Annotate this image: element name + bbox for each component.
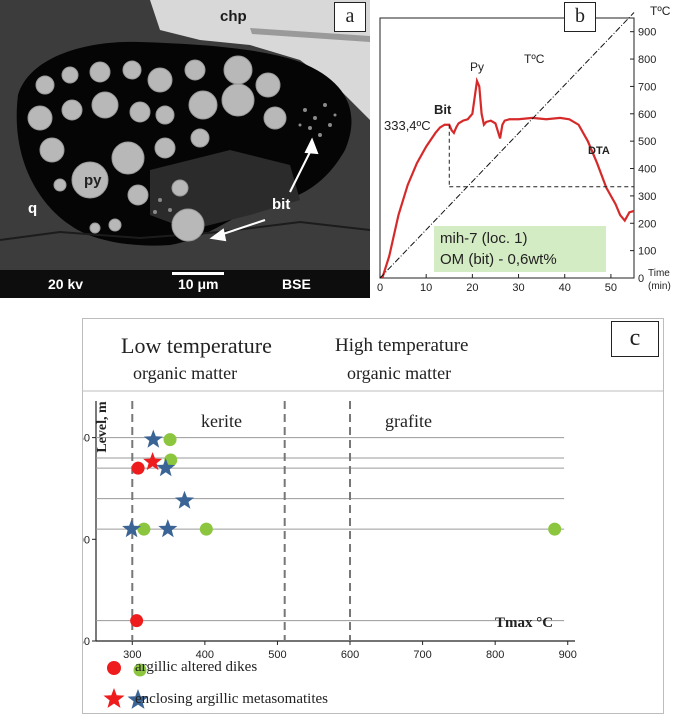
label-bit: bit (272, 196, 291, 213)
legend-metasomatites-text: enclosing argillic metasomatites (135, 691, 329, 707)
label-py-peak: Py (470, 60, 485, 74)
dta-y-tick-label: 0 (638, 273, 644, 285)
label-dta: DTA (588, 145, 610, 157)
dta-y-tick-label: 600 (638, 109, 656, 121)
x-axis-label: Tmax °C (495, 615, 554, 631)
dta-x-tick-label: 0 (377, 282, 383, 294)
label-temperature-value: 333,4ºC (384, 118, 431, 133)
data-point-star (175, 490, 195, 509)
data-point-circle (163, 433, 177, 447)
scale-bar: 20 kv 10 μm BSE (0, 270, 370, 298)
dta-y-tick-label: 100 (638, 246, 656, 258)
dta-curve (381, 76, 635, 279)
legend-red-circle (107, 661, 121, 675)
scale-voltage: 20 kv (48, 276, 84, 292)
dta-y-tick-label: 700 (638, 81, 656, 93)
dta-sample-id: mih-7 (loc. 1) (440, 230, 528, 247)
data-point-circle (548, 522, 562, 536)
dta-sample-box: mih-7 (loc. 1) OM (bit) - 0,6wt% (434, 226, 606, 272)
y-axis-label: Level, m (95, 401, 110, 453)
micrograph-image (0, 0, 370, 298)
data-point-circle (137, 522, 151, 536)
data-point-circle (199, 522, 213, 536)
data-point-star (143, 452, 163, 471)
panel-letter-a: a (334, 2, 366, 32)
data-point-star (158, 519, 178, 538)
x-tick-label: 500 (268, 649, 286, 661)
y-tick-label: 200 (83, 534, 90, 546)
dta-x-tick-label: 50 (605, 282, 617, 294)
dta-x-tick-label: 20 (466, 282, 478, 294)
region-kerite: kerite (201, 411, 242, 431)
dta-x-unit: Time (648, 268, 670, 279)
scale-line (172, 272, 224, 275)
header-low-line1: Low temperature (121, 333, 272, 358)
label-bit-peak: Bit (434, 102, 452, 117)
dta-x-unit-min: (min) (648, 281, 671, 292)
x-tick-label: 900 (559, 649, 577, 661)
header-low-line2: organic matter (133, 363, 238, 383)
panel-a-micrograph: chp py q bit 20 kv 10 μm BSE a (0, 0, 370, 298)
legend-blue-star (127, 689, 149, 709)
panel-b-dta: 0 10 20 30 40 50 0 100 200 300 400 500 600 700 800 900 … (372, 0, 679, 298)
data-point-star (122, 519, 142, 538)
dta-frame (379, 17, 635, 279)
x-tick-label: 700 (413, 649, 431, 661)
header-high-line1: High temperature (335, 335, 469, 356)
panel-letter-b: b (564, 2, 596, 32)
x-tick-label: 800 (486, 649, 504, 661)
scale-mode: BSE (282, 276, 311, 292)
dta-y-unit: TºC (650, 4, 671, 18)
label-chp: chp (220, 8, 247, 25)
panel-letter-c: c (611, 321, 659, 357)
header-high-line2: organic matter (347, 363, 452, 383)
panel-c-scatter: 150 200 250 300 400 500 600 700 800 900 c Low tem… (82, 318, 664, 714)
scale-length: 10 μm (178, 276, 219, 292)
y-tick-label: 250 (83, 433, 90, 445)
dta-y-tick-label: 500 (638, 136, 656, 148)
dta-x-tick-label: 30 (512, 282, 524, 294)
x-tick-label: 400 (196, 649, 214, 661)
legend-green-circle (133, 663, 147, 677)
data-point-circle (131, 461, 145, 475)
dta-y-tick-label: 200 (638, 218, 656, 230)
scatter-chart: 150 200 250 300 400 500 600 700 800 900 (83, 390, 663, 709)
x-tick-label: 600 (341, 649, 359, 661)
dta-y-tick-label: 400 (638, 164, 656, 176)
legend-red-star (103, 688, 125, 708)
dta-sample-om: OM (bit) - 0,6wt% (440, 251, 557, 268)
legend-dikes-text: argillic altered dikes (135, 659, 258, 675)
data-point-star (156, 458, 176, 477)
data-point-circle (130, 614, 144, 628)
dta-y-tick-label: 800 (638, 54, 656, 66)
dta-y-tick-label: 900 (638, 27, 656, 39)
label-temp-line: TºC (524, 52, 545, 66)
dta-x-tick-label: 10 (420, 282, 432, 294)
label-py: py (84, 172, 102, 189)
label-q: q (28, 200, 38, 217)
data-point-star (143, 429, 163, 448)
region-grafite: grafite (385, 411, 432, 431)
x-tick-label: 300 (123, 649, 141, 661)
y-tick-label: 150 (83, 636, 90, 648)
dta-x-tick-label: 40 (559, 282, 571, 294)
dta-y-tick-label: 300 (638, 191, 656, 203)
